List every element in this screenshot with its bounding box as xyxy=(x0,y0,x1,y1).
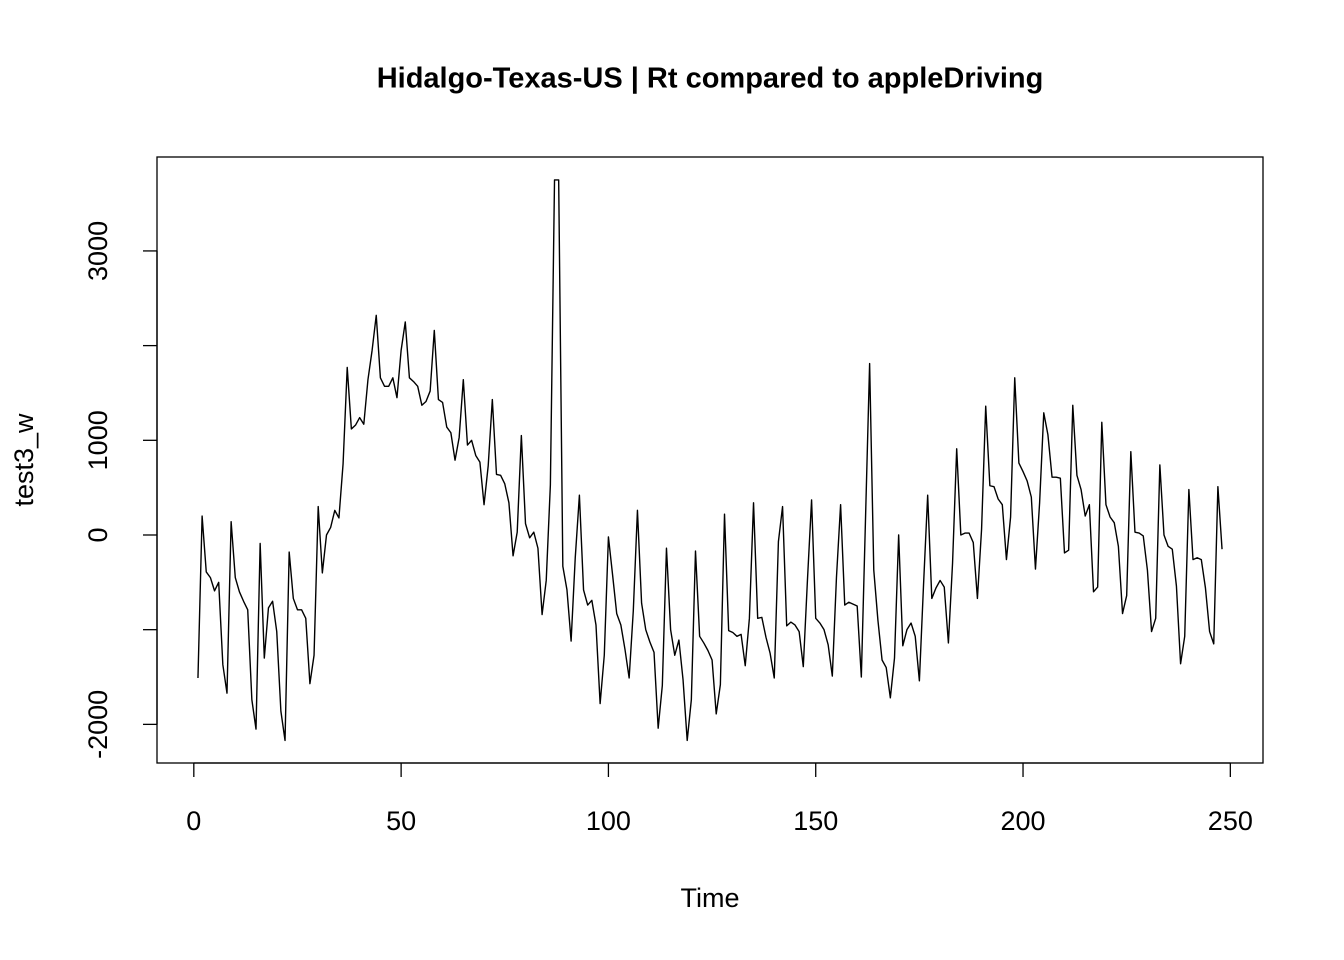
x-tick-label: 250 xyxy=(1208,806,1253,836)
series-line xyxy=(197,179,1223,742)
x-tick-label: 0 xyxy=(186,806,201,836)
y-tick-label: 3000 xyxy=(83,221,113,281)
x-axis-label: Time xyxy=(681,883,740,913)
x-tick-label: 200 xyxy=(1000,806,1045,836)
y-tick-label: -2000 xyxy=(83,690,113,759)
plot-box xyxy=(156,156,1264,764)
x-tick-label: 100 xyxy=(586,806,631,836)
y-axis-label: test3_w xyxy=(9,413,39,507)
x-tick-label: 150 xyxy=(793,806,838,836)
y-tick-label: 1000 xyxy=(83,410,113,470)
y-tick-label: 0 xyxy=(83,527,113,542)
chart-title: Hidalgo-Texas-US | Rt compared to appleD… xyxy=(377,63,1044,95)
x-tick-label: 50 xyxy=(386,806,416,836)
